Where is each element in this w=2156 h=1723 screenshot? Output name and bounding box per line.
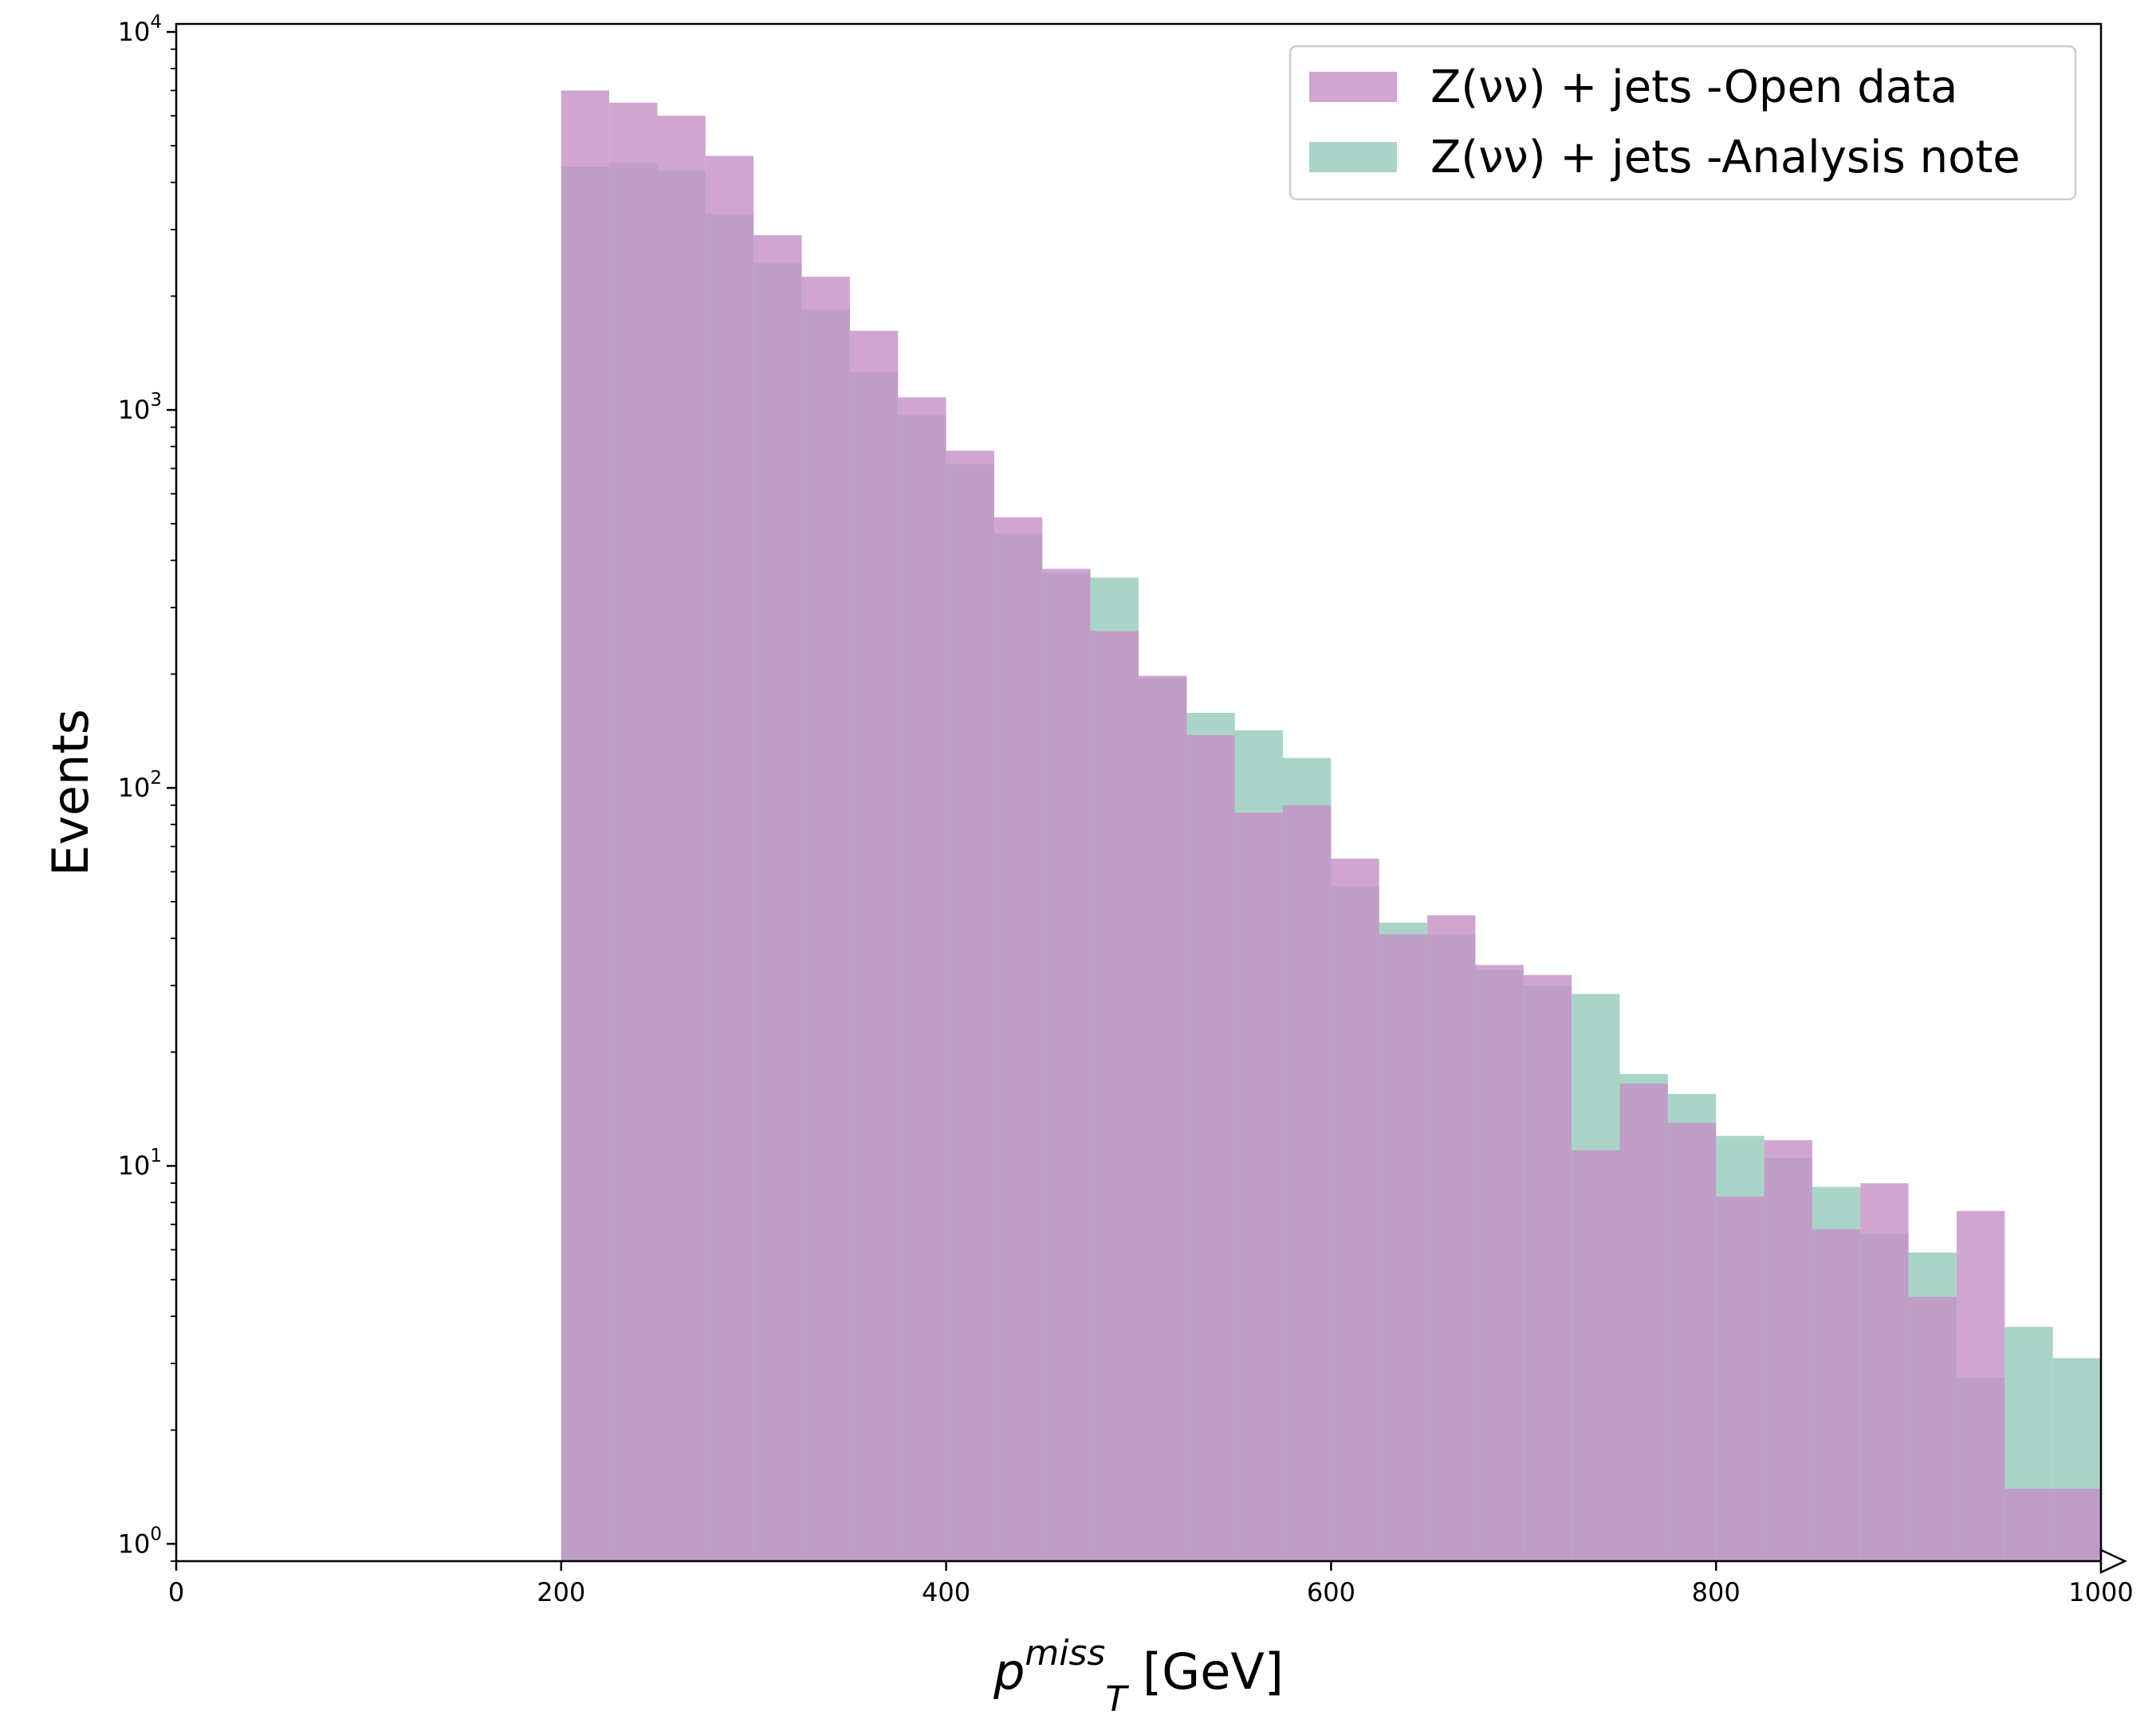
- open-data-bin: [898, 397, 946, 1562]
- x-axis-title: pmissT [GeV]: [993, 1633, 1284, 1720]
- x-tick-label: 0: [168, 1577, 184, 1607]
- open-data-bin: [1812, 1229, 1861, 1561]
- y-axis-ticks: 100 101 102 103 104: [118, 12, 176, 1562]
- open-data-bin: [1427, 915, 1476, 1561]
- x-tick-label: 600: [1307, 1577, 1355, 1607]
- open-data-bin: [1379, 934, 1428, 1561]
- open-data-bin: [1090, 631, 1139, 1561]
- x-tick-label: 1000: [2068, 1577, 2133, 1607]
- open-data-bin: [1186, 734, 1235, 1561]
- open-data-bin: [753, 234, 802, 1561]
- open-data-bin: [1283, 804, 1332, 1561]
- open-data-bin: [801, 277, 850, 1561]
- open-data-bin: [1234, 812, 1284, 1561]
- open-data-bin: [2005, 1489, 2053, 1561]
- open-data-bin: [1331, 858, 1379, 1561]
- open-data-bin: [1619, 1084, 1668, 1561]
- open-data-bin: [1667, 1123, 1717, 1561]
- series-open-data-bars: [561, 90, 2101, 1562]
- open-data-bin: [1956, 1210, 2005, 1561]
- x-axis-ticks: 0 200 400 600 800 1000: [168, 1561, 2134, 1607]
- open-data-bin: [1716, 1196, 1765, 1561]
- x-tick-label: 200: [537, 1577, 585, 1607]
- y-tick-label: 104: [118, 12, 162, 47]
- y-tick-label: 103: [118, 390, 162, 425]
- open-data-bin: [1860, 1182, 1909, 1561]
- open-data-bin: [657, 116, 706, 1561]
- open-data-bin: [1908, 1296, 1957, 1561]
- open-data-bin: [1475, 965, 1524, 1561]
- x-axis-overflow-arrow: [2099, 1548, 2127, 1574]
- legend-swatch-analysis-note: [1309, 142, 1397, 172]
- x-tick-label: 400: [922, 1577, 970, 1607]
- open-data-bin: [946, 450, 994, 1561]
- x-axis-title-sub: T: [1105, 1679, 1129, 1720]
- y-tick-label: 100: [118, 1524, 162, 1559]
- open-data-bin: [2052, 1489, 2101, 1561]
- open-data-bin: [1764, 1139, 1812, 1561]
- y-tick-label: 101: [118, 1146, 162, 1181]
- open-data-bin: [1042, 568, 1091, 1561]
- plot-frame: [175, 22, 2103, 1563]
- open-data-bin: [609, 102, 658, 1562]
- x-axis-title-sup: miss: [1025, 1633, 1105, 1674]
- legend-label-analysis-note: Z(νν) + jets -Analysis note: [1430, 132, 2020, 183]
- open-data-bin: [561, 90, 610, 1561]
- open-data-bin: [849, 330, 899, 1561]
- legend: Z(νν) + jets -Open data Z(νν) + jets -An…: [1288, 45, 2077, 201]
- x-tick-label: 800: [1692, 1577, 1741, 1607]
- open-data-bin: [1139, 675, 1187, 1561]
- legend-box: [1288, 45, 2077, 201]
- open-data-bin: [1572, 1150, 1620, 1561]
- legend-swatch-open-data: [1309, 72, 1397, 102]
- open-data-bin: [705, 155, 754, 1561]
- legend-label-open-data: Z(νν) + jets -Open data: [1430, 61, 1957, 113]
- open-data-bin: [993, 517, 1043, 1561]
- open-data-bin: [1523, 974, 1572, 1561]
- y-tick-label: 102: [118, 768, 162, 803]
- y-axis-title: Events: [41, 709, 100, 876]
- x-axis-title-base: p: [993, 1642, 1025, 1701]
- x-axis-title-suffix: [GeV]: [1127, 1642, 1284, 1701]
